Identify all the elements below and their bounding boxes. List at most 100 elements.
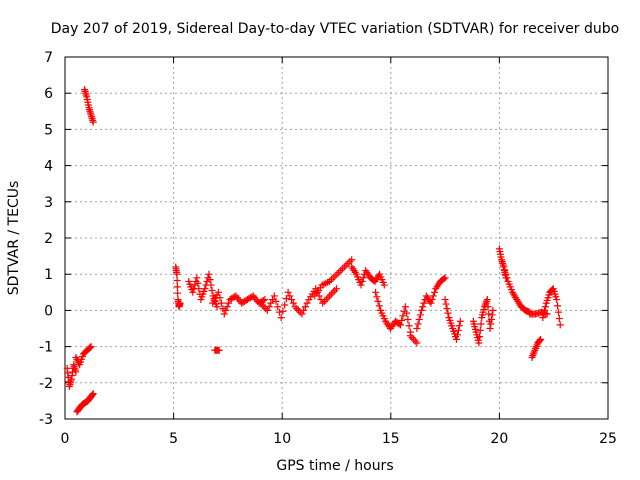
data-point	[216, 294, 224, 302]
data-point	[489, 306, 497, 314]
data-point	[72, 368, 80, 376]
data-point	[415, 315, 423, 323]
data-point	[173, 270, 181, 278]
data-point	[331, 272, 339, 280]
data-point	[288, 296, 296, 304]
data-point	[333, 285, 340, 293]
data-point	[375, 302, 383, 310]
data-point	[553, 296, 561, 304]
data-point	[554, 308, 562, 316]
data-point	[396, 321, 404, 329]
x-tick-label: 15	[382, 431, 400, 447]
data-point	[413, 339, 421, 347]
data-point	[442, 300, 450, 308]
data-point	[486, 325, 494, 332]
data-point	[277, 314, 285, 322]
data-point	[398, 316, 406, 324]
y-tick-label: 3	[44, 195, 53, 211]
x-tick-label: 25	[599, 431, 617, 447]
data-point	[225, 299, 233, 307]
data-point	[414, 320, 422, 328]
data-point	[193, 274, 201, 282]
y-tick-label: 5	[44, 122, 53, 138]
data-point	[176, 299, 184, 307]
data-point	[263, 306, 271, 314]
data-point	[554, 302, 562, 310]
data-point	[173, 277, 181, 285]
data-point	[406, 332, 414, 340]
data-point	[329, 274, 337, 282]
data-point	[267, 299, 275, 307]
data-point	[262, 305, 270, 313]
y-tick-label: -1	[39, 340, 53, 356]
data-point	[541, 306, 549, 314]
data-point	[189, 288, 197, 296]
data-point	[374, 297, 382, 305]
y-tick-label: 1	[44, 267, 53, 283]
data-point	[346, 258, 354, 266]
data-point	[485, 310, 493, 318]
data-point	[174, 289, 182, 297]
data-point	[217, 299, 225, 307]
data-point	[281, 301, 289, 309]
data-point	[337, 267, 345, 275]
data-point	[319, 299, 327, 307]
data-point	[279, 307, 287, 315]
data-point	[484, 303, 492, 311]
data-point	[431, 288, 439, 296]
data-point	[488, 311, 496, 319]
data-point	[286, 292, 294, 300]
data-point	[359, 274, 367, 282]
data-point	[206, 276, 214, 284]
data-point	[320, 297, 328, 305]
data-point	[487, 315, 495, 323]
data-point	[195, 285, 203, 293]
data-point	[399, 312, 407, 320]
data-point	[333, 270, 341, 278]
data-point	[342, 261, 350, 269]
data-point	[86, 344, 94, 352]
data-point	[194, 279, 202, 287]
data-point	[453, 331, 461, 339]
data-point	[408, 334, 416, 342]
data-point	[456, 317, 464, 325]
data-point	[441, 296, 449, 304]
data-point	[275, 308, 283, 316]
chart-title: Day 207 of 2019, Sidereal Day-to-day VTE…	[51, 21, 619, 37]
y-tick-label: 2	[44, 231, 53, 247]
data-point	[429, 292, 437, 300]
data-point	[301, 303, 309, 311]
data-point	[440, 275, 448, 283]
y-axis-label: SDTVAR / TECUs	[6, 181, 22, 296]
y-tick-label: 0	[44, 303, 53, 319]
data-point	[357, 281, 365, 289]
data-point	[298, 310, 306, 318]
data-point	[444, 309, 452, 317]
data-point	[327, 290, 335, 298]
data-point	[477, 320, 485, 328]
data-point	[89, 390, 97, 398]
data-point	[487, 320, 495, 328]
data-point	[324, 294, 332, 302]
data-point	[537, 335, 545, 343]
data-point	[293, 305, 301, 313]
y-tick-label: 6	[44, 86, 53, 102]
data-point	[89, 391, 97, 399]
axis-ticks: 0 5 10 15 20 25 -3 -2 -1 0 1 2 3 4 5 6 7	[39, 50, 617, 447]
data-point	[223, 303, 231, 311]
data-point	[335, 268, 343, 276]
data-point	[358, 277, 366, 285]
data-point	[270, 292, 278, 300]
x-tick-label: 20	[490, 431, 508, 447]
data-point	[419, 303, 427, 311]
data-point	[411, 337, 419, 345]
data-point	[418, 306, 426, 314]
data-point	[261, 296, 269, 304]
data-point	[540, 310, 548, 318]
data-point	[331, 286, 339, 294]
data-point	[380, 281, 388, 289]
data-point	[475, 339, 483, 347]
data-point	[416, 311, 424, 319]
data-point	[453, 335, 461, 343]
